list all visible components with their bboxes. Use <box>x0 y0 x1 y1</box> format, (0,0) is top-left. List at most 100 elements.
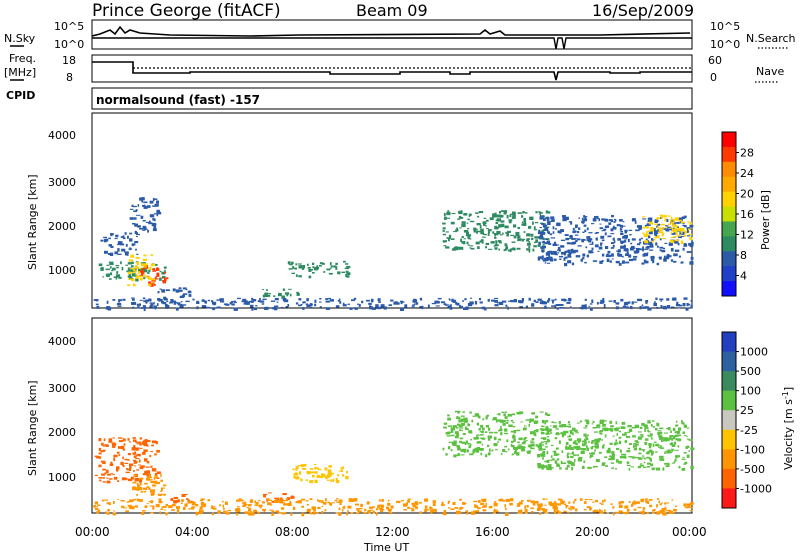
velocity-cell <box>478 500 481 503</box>
power-cell <box>554 298 557 301</box>
velocity-ytick-1000: 1000 <box>48 471 76 484</box>
power-cell <box>647 307 652 311</box>
velocity-cell <box>287 497 291 500</box>
velocity-cell <box>375 512 378 516</box>
power-cell <box>679 304 683 307</box>
power-cell <box>115 277 118 280</box>
power-cell <box>638 248 641 250</box>
power-cell <box>670 259 674 262</box>
velocity-cell <box>673 435 678 438</box>
power-cell <box>150 263 155 267</box>
power-cell <box>467 235 471 240</box>
power-cell <box>135 278 139 282</box>
velocity-cell <box>686 436 688 438</box>
velocity-cell <box>594 445 599 449</box>
power-cell <box>558 248 561 252</box>
power-cell <box>496 218 502 222</box>
velocity-cell <box>606 449 611 454</box>
velocity-cell <box>500 432 503 436</box>
velocity-y-axis-label: Slant Range [km] <box>26 380 39 476</box>
power-cell <box>131 244 135 247</box>
velocity-cell <box>574 440 577 442</box>
velocity-cell <box>614 442 619 445</box>
power-cell <box>674 222 677 224</box>
power-cell <box>117 241 121 245</box>
velocity-cell <box>452 425 457 428</box>
velocity-cell <box>657 498 660 500</box>
velocity-cell <box>93 506 99 508</box>
velocity-cell <box>143 491 147 493</box>
velocity-cell <box>596 424 599 428</box>
power-cell <box>656 262 660 266</box>
power-cell <box>293 267 297 270</box>
power-cell <box>530 233 534 237</box>
freq-unit: [MHz] <box>4 66 36 79</box>
velocity-cell <box>518 437 523 441</box>
power-cell <box>139 267 143 271</box>
velocity-cell <box>318 500 322 503</box>
power-cell <box>105 268 110 271</box>
velocity-cell <box>601 420 604 424</box>
power-cell <box>296 291 299 294</box>
velocity-cell <box>158 500 163 504</box>
velocity-cell <box>644 438 649 441</box>
power-cell <box>522 211 525 214</box>
velocity-cell <box>521 500 524 502</box>
velocity-cell <box>94 508 99 511</box>
power-cell <box>538 211 541 213</box>
velocity-cell <box>523 437 526 441</box>
velocity-cell <box>101 442 104 446</box>
power-cell <box>672 236 677 238</box>
power-cell <box>106 264 110 266</box>
power-cell <box>630 306 633 310</box>
power-cell <box>139 227 143 230</box>
velocity-cell <box>149 455 152 457</box>
power-cell <box>495 240 498 243</box>
velocity-cell <box>115 467 118 470</box>
power-cell <box>509 214 512 217</box>
power-cell <box>110 233 114 236</box>
power-cell <box>400 307 404 311</box>
velocity-cell <box>537 454 541 458</box>
velocity-cell <box>543 448 546 451</box>
velocity-cell <box>664 462 668 465</box>
velocity-cell <box>504 445 508 448</box>
power-cell <box>509 249 512 253</box>
power-cell <box>631 218 636 222</box>
power-cell <box>543 218 546 222</box>
power-cell <box>152 268 156 271</box>
power-cell <box>154 203 159 207</box>
velocity-cell <box>569 509 573 511</box>
power-cell <box>136 261 140 266</box>
velocity-cell <box>539 464 542 468</box>
velocity-cell <box>456 427 459 429</box>
velocity-cell <box>533 420 539 424</box>
velocity-cell <box>527 499 531 502</box>
velocity-cell <box>530 500 535 504</box>
power-cell <box>377 298 381 302</box>
power-panel-frame <box>91 112 693 309</box>
power-cell <box>623 234 628 239</box>
velocity-cell <box>461 422 465 426</box>
velocity-cell <box>583 501 587 504</box>
power-cell <box>491 299 495 302</box>
power-cell <box>582 253 586 257</box>
velocity-cell <box>573 446 578 449</box>
velocity-cell <box>248 507 252 511</box>
power-cell <box>523 231 526 233</box>
velocity-cell <box>637 506 642 509</box>
power-cell <box>649 221 654 225</box>
velocity-cell <box>524 437 528 439</box>
power-cell <box>673 240 676 244</box>
power-cell <box>444 304 449 306</box>
velocity-cell <box>450 427 455 431</box>
velocity-cell <box>627 447 631 450</box>
beam-label: Beam 09 <box>356 1 428 20</box>
velocity-cell <box>561 433 566 436</box>
velocity-cell <box>330 479 333 482</box>
power-cell <box>599 301 603 304</box>
velocity-cell <box>553 501 557 504</box>
power-cell <box>126 270 130 273</box>
velocity-cell <box>688 450 690 452</box>
power-cell <box>504 243 508 247</box>
